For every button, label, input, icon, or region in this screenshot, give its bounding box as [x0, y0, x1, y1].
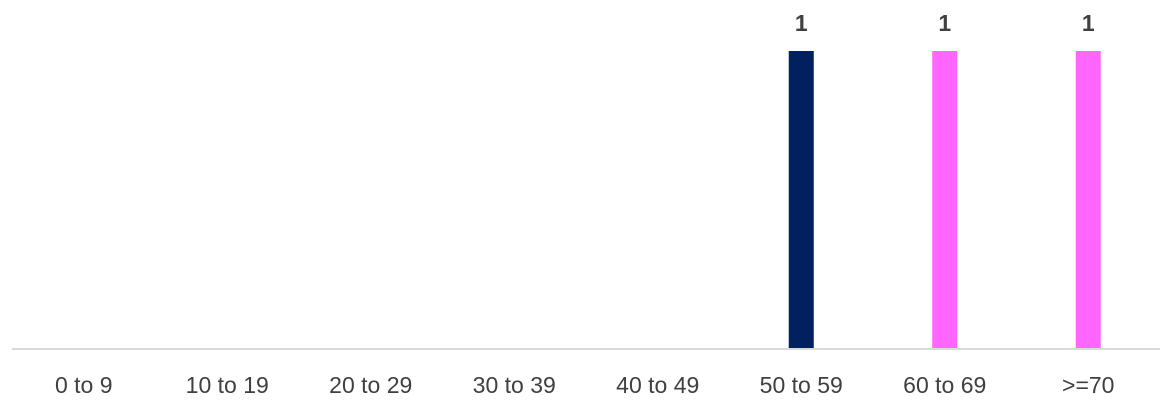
x-tick-label: 20 to 29 — [329, 372, 412, 398]
data-labels-group: 1 1 1 — [795, 10, 1095, 36]
x-tick-labels-group: 0 to 9 10 to 19 20 to 29 30 to 39 40 to 49 50… — [55, 372, 1115, 398]
bar-50-to-59-series-1 — [788, 51, 814, 349]
bars-group — [788, 51, 1101, 349]
bar-60-to-69-series-2 — [932, 51, 958, 349]
data-label--70: 1 — [1082, 10, 1095, 36]
x-tick-label: 40 to 49 — [616, 372, 699, 398]
bar--70-series-2 — [1075, 51, 1101, 349]
data-label-60-to-69: 1 — [938, 10, 951, 36]
data-label-50-to-59: 1 — [795, 10, 808, 36]
x-tick-label: 50 to 59 — [760, 372, 843, 398]
x-tick-label: 60 to 69 — [903, 372, 986, 398]
x-tick-label: 0 to 9 — [55, 372, 113, 398]
x-tick-label: 10 to 19 — [186, 372, 269, 398]
x-tick-label: 30 to 39 — [473, 372, 556, 398]
x-tick-label: >=70 — [1062, 372, 1114, 398]
